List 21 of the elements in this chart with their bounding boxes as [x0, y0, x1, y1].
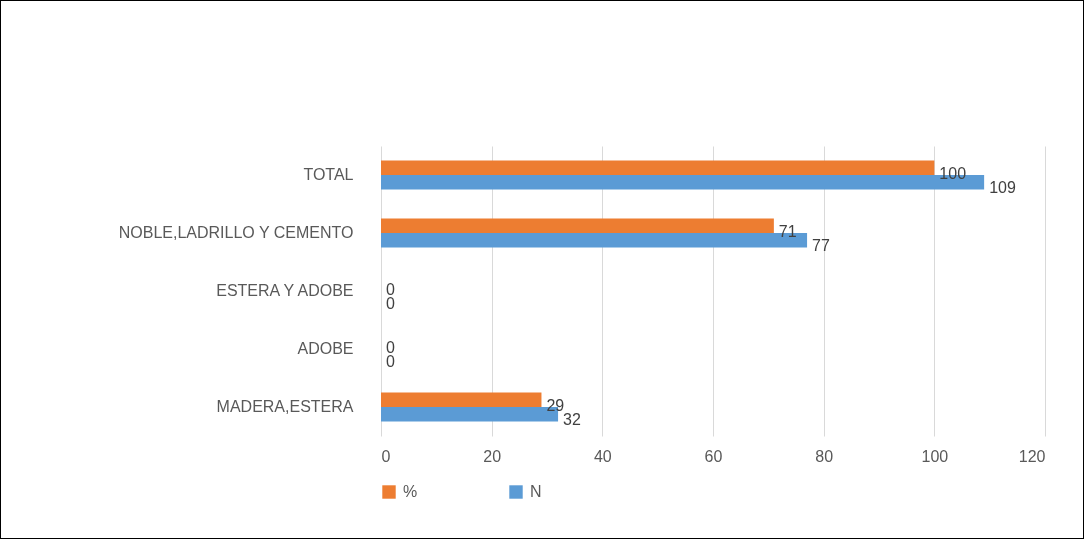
legend-label: % — [403, 483, 418, 500]
x-tick-label: 0 — [381, 447, 391, 465]
y-tick-label: ADOBE — [297, 340, 354, 357]
x-tick-label: 80 — [815, 447, 834, 465]
x-tick-label: 100 — [921, 447, 949, 465]
data-label: 32 — [563, 411, 581, 429]
data-label: 0 — [386, 280, 395, 298]
x-tick-label: 120 — [1018, 447, 1046, 465]
data-label: 0 — [386, 338, 395, 356]
y-tick-label: ESTERA Y ADOBE — [216, 282, 354, 299]
x-tick-label: 20 — [483, 447, 502, 465]
data-label: 0 — [386, 295, 395, 313]
y-tick-label: NOBLE,LADRILLO Y CEMENTO — [118, 224, 354, 241]
y-tick-label: TOTAL — [303, 166, 354, 183]
data-label: 109 — [989, 179, 1016, 197]
data-label: 0 — [386, 353, 395, 371]
y-tick-label: MADERA,ESTERA — [216, 398, 354, 415]
legend-label: N — [530, 483, 542, 500]
x-tick-label: 40 — [593, 447, 612, 465]
data-label: 77 — [812, 237, 830, 255]
x-tick-label: 60 — [704, 447, 723, 465]
